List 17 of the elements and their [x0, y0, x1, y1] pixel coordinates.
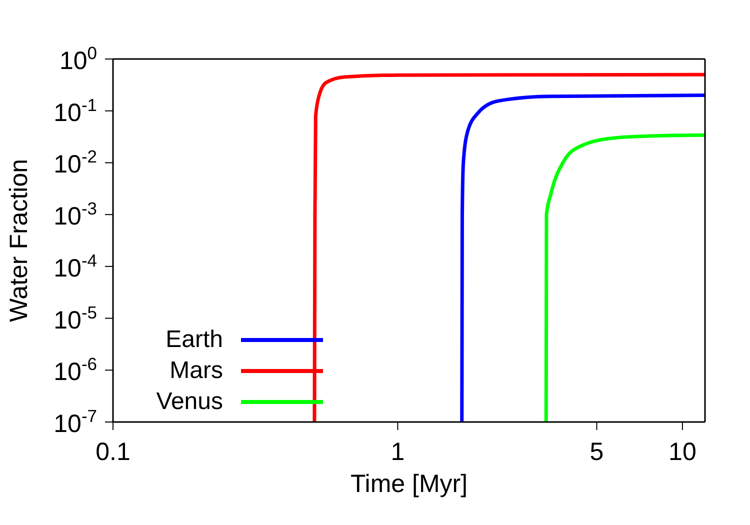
y-tick-label: 10$^{-2}$: [54, 146, 97, 179]
legend-label: Venus: [155, 388, 224, 416]
x-tick-label: 10: [668, 438, 696, 466]
y-tick-label: 10$^{-1}$: [54, 94, 97, 127]
x-tick-label: 1: [390, 438, 405, 466]
x-tick-label: 5: [590, 438, 604, 466]
y-tick-label: 10$^{-7}$: [54, 406, 97, 438]
legend-label: Mars: [168, 356, 224, 384]
legend-label: Earth: [164, 326, 224, 354]
x-axis-title: Time [Myr]: [350, 470, 468, 498]
y-axis-title: Water Fraction: [4, 158, 33, 322]
y-tick-label: 10$^{-5}$: [54, 302, 97, 334]
y-tick-label: 10$^{-4}$: [54, 250, 98, 282]
y-tick-label: 10$^{0}$: [59, 43, 98, 75]
y-tick-label: 10$^{-3}$: [54, 198, 97, 231]
x-tick-label: 0.1: [96, 438, 130, 466]
y-tick-label: 10$^{-6}$: [54, 354, 97, 386]
